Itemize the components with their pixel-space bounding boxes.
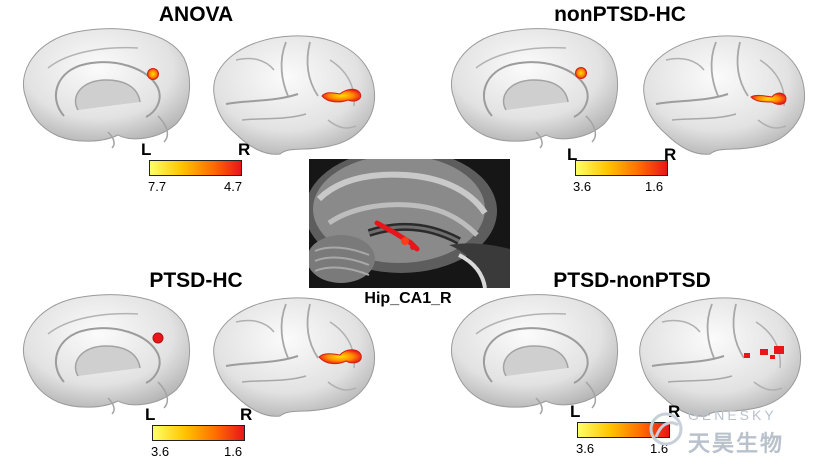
activation-blob xyxy=(318,349,362,365)
colorbar-max-label: 1.6 xyxy=(224,444,243,459)
medial-brain-view xyxy=(22,294,190,415)
watermark-brand-en: GENESKY xyxy=(688,407,777,423)
lateral-brain-view xyxy=(643,35,806,155)
mri-image xyxy=(309,159,510,288)
panel-title-nonptsd-hc: nonPTSD-HC xyxy=(554,3,686,26)
activation-blob xyxy=(575,67,587,79)
colorbar-min-label: 3.6 xyxy=(573,179,592,194)
colorbar xyxy=(149,160,242,176)
colorbar xyxy=(577,422,670,438)
panel-title-ptsd-hc: PTSD-HC xyxy=(149,269,243,292)
colorbar-max-label: 1.6 xyxy=(645,179,664,194)
medial-brain-view xyxy=(450,294,618,415)
medial-brain-view xyxy=(22,28,190,149)
lateral-brain-view xyxy=(213,297,376,417)
activation-blob xyxy=(744,346,784,359)
medial-brain-view xyxy=(450,28,618,149)
right-hemisphere-label: R xyxy=(238,140,251,159)
lateral-brain-view xyxy=(639,297,802,417)
watermark-logo: GENESKY 天昊生物 xyxy=(648,405,813,460)
hippocampus-label: Hip_CA1_R xyxy=(364,290,452,307)
left-hemisphere-label: L xyxy=(567,145,578,164)
activation-blob xyxy=(750,92,787,105)
colorbar xyxy=(152,425,245,441)
colorbar xyxy=(575,160,668,176)
panel-title-ptsd-nonptsd: PTSD-nonPTSD xyxy=(553,269,711,292)
brand-logo-icon xyxy=(649,412,683,446)
activation-blob xyxy=(321,88,362,103)
left-hemisphere-label: L xyxy=(570,402,581,421)
mri-sagittal-slice xyxy=(309,159,510,288)
activation-blob xyxy=(147,68,159,80)
right-hemisphere-label: R xyxy=(664,145,677,164)
colorbar-min-label: 3.6 xyxy=(576,441,595,456)
colorbar-min-label: 7.7 xyxy=(148,179,167,194)
left-hemisphere-label: L xyxy=(145,405,156,424)
colorbar-min-label: 3.6 xyxy=(151,444,170,459)
right-hemisphere-label: R xyxy=(240,405,253,424)
left-hemisphere-label: L xyxy=(141,140,152,159)
watermark-brand-cn: 天昊生物 xyxy=(688,432,785,457)
panel-title-anova: ANOVA xyxy=(158,3,234,26)
colorbar-max-label: 4.7 xyxy=(224,179,243,194)
activation-blob xyxy=(152,332,164,344)
